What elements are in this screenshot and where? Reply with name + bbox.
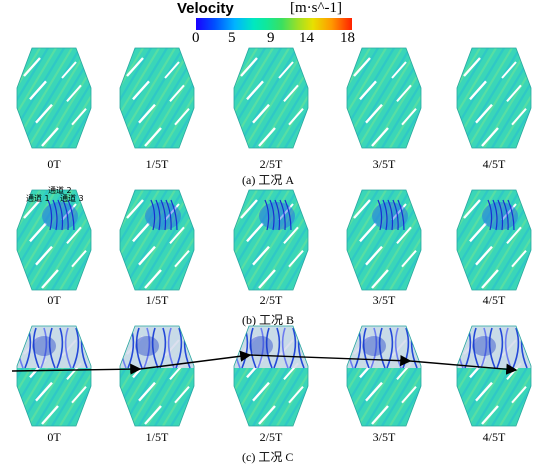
- channel-label-2: 通道 2: [48, 186, 72, 195]
- legend-tick-5: 5: [228, 30, 236, 46]
- row-b-impellers: [16, 189, 532, 291]
- velocity-colorbar: [196, 18, 352, 30]
- legend-title: Velocity: [177, 0, 234, 17]
- migration-arrow-4: [409, 360, 518, 375]
- row-b-label-4: 4/5T: [482, 293, 506, 307]
- legend-tick-0: 0: [192, 30, 200, 46]
- row-c-label-2: 2/5T: [259, 430, 283, 444]
- legend-unit: [m·s^-1]: [290, 0, 343, 16]
- row-a-impellers: [16, 47, 532, 149]
- row-b-caption: (b) 工况 B: [242, 313, 294, 327]
- impeller-a-3: [346, 47, 422, 149]
- row-c-caption: (c) 工况 C: [242, 450, 294, 464]
- impeller-b-0: [16, 189, 92, 291]
- row-a-label-0: 0T: [47, 157, 61, 171]
- legend-tick-14: 14: [299, 30, 314, 46]
- row-a-caption: (a) 工况 A: [242, 173, 294, 187]
- row-a-label-4: 4/5T: [482, 157, 506, 171]
- row-c-impellers: [11, 325, 532, 427]
- impeller-b-4: [456, 189, 532, 291]
- channel-label-3: 通道 3: [60, 194, 84, 203]
- row-a-label-1: 1/5T: [145, 157, 169, 171]
- legend-tick-18: 18: [340, 30, 355, 46]
- row-b-label-2: 2/5T: [259, 293, 283, 307]
- migration-arrow-2: [139, 350, 252, 370]
- row-c-label-0: 0T: [47, 430, 61, 444]
- row-b-label-1: 1/5T: [145, 293, 169, 307]
- migration-arrow-1: [11, 363, 142, 375]
- impeller-a-2: [233, 47, 309, 149]
- row-c-label-4: 4/5T: [482, 430, 506, 444]
- row-b-label-3: 3/5T: [372, 293, 396, 307]
- legend-tick-9: 9: [267, 30, 275, 46]
- row-a-label-3: 3/5T: [372, 157, 396, 171]
- row-a-label-2: 2/5T: [259, 157, 283, 171]
- migration-arrow-3: [249, 354, 412, 367]
- channel-label-1: 通道 1: [26, 194, 50, 203]
- row-b-label-0: 0T: [47, 293, 61, 307]
- row-c-label-3: 3/5T: [372, 430, 396, 444]
- row-c-label-1: 1/5T: [145, 430, 169, 444]
